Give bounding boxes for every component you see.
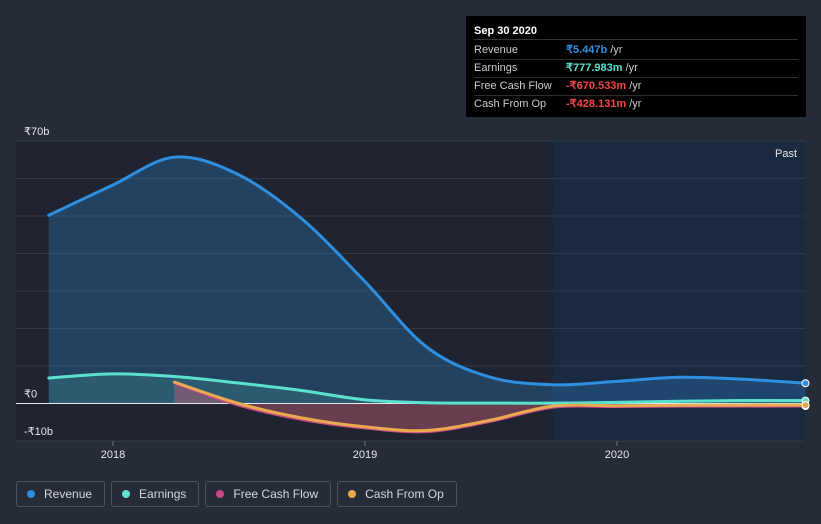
legend-item-earnings[interactable]: Earnings [111, 481, 200, 507]
tooltip-value: ₹5.447b [566, 44, 608, 56]
y-tick-label: ₹0 [24, 389, 37, 401]
free-cash-flow-area [174, 382, 806, 432]
tooltip-label: Revenue [474, 44, 519, 56]
tooltip-value: ₹777.983m [566, 62, 623, 74]
tooltip-row-earnings: Earnings ₹777.983m /yr [474, 60, 798, 78]
legend-label: Earnings [139, 487, 187, 501]
cash-from-op-line [172, 380, 807, 433]
cash-from-op-point [801, 401, 810, 410]
legend-item-free-cash-flow[interactable]: Free Cash Flow [205, 481, 332, 507]
y-tick-label: -₹10b [24, 426, 53, 438]
chart-tooltip: Sep 30 2020 Revenue ₹5.447b /yr Earnings… [466, 16, 806, 117]
x-tick-label: 2018 [101, 449, 125, 461]
revenue-area [48, 156, 806, 404]
tooltip-row-revenue: Revenue ₹5.447b /yr [474, 42, 798, 60]
tooltip-label: Cash From Op [474, 98, 547, 110]
y-tick-label: ₹70b [24, 126, 49, 138]
tooltip-unit: /yr [625, 62, 638, 74]
cash-from-op-area [174, 382, 806, 431]
legend-dot-icon [216, 490, 225, 498]
earnings-area [48, 373, 806, 404]
tooltip-unit: /yr [629, 80, 642, 92]
x-tick-label: 2019 [353, 449, 377, 461]
tooltip-date: Sep 30 2020 [474, 24, 798, 40]
legend-label: Free Cash Flow [233, 487, 319, 501]
past-label: Past [775, 148, 797, 160]
tooltip-label: Earnings [474, 62, 518, 74]
tooltip-row-cash-from-op: Cash From Op -₹428.131m /yr [474, 96, 798, 113]
tooltip-unit: /yr [610, 44, 623, 56]
legend-label: Revenue [44, 487, 93, 501]
tooltip-value: -₹670.533m [566, 80, 627, 92]
earnings-line [47, 372, 807, 405]
legend-dot-icon [122, 490, 131, 498]
revenue-point [801, 379, 810, 388]
tooltip-value: -₹428.131m [566, 98, 627, 110]
tooltip-unit: /yr [629, 98, 642, 110]
legend-dot-icon [348, 490, 357, 498]
legend-item-cash-from-op[interactable]: Cash From Op [337, 481, 457, 507]
legend-label: Cash From Op [365, 487, 444, 501]
chart-legend: Revenue Earnings Free Cash Flow Cash Fro… [16, 481, 463, 507]
tooltip-label: Free Cash Flow [474, 80, 552, 92]
revenue-line [47, 155, 807, 387]
legend-dot-icon [27, 490, 35, 498]
legend-item-revenue[interactable]: Revenue [16, 481, 106, 507]
x-tick-label: 2020 [605, 449, 629, 461]
tooltip-row-free-cash-flow: Free Cash Flow -₹670.533m /yr [474, 78, 798, 96]
